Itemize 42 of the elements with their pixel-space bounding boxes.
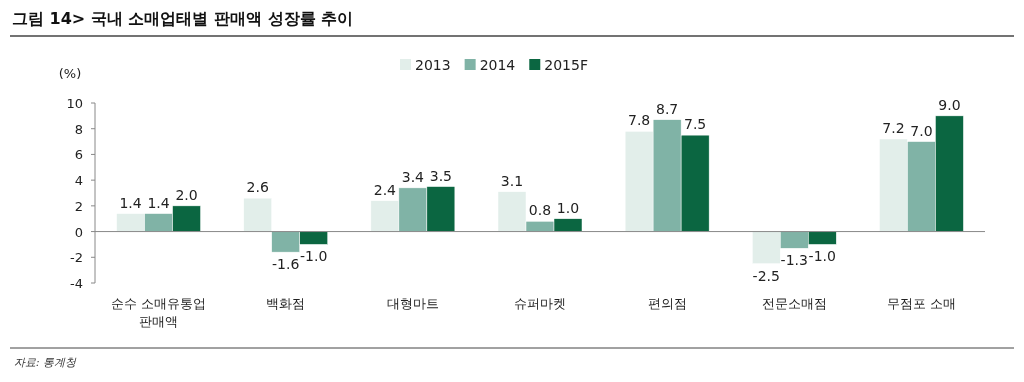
data-label: -1.3: [780, 252, 808, 269]
y-axis-title: (%): [58, 66, 82, 81]
text: 자료: 통계청: [14, 356, 78, 369]
data-label: 1.0: [556, 199, 580, 216]
y-tick-label: -2: [70, 250, 83, 266]
y-tick-label: 0: [74, 224, 83, 240]
y-tick-label: 6: [74, 147, 83, 163]
data-label: -1.0: [300, 248, 328, 265]
data-label: 1.4: [119, 194, 142, 211]
x-tick-label: 백화점: [266, 296, 306, 311]
data-label: 0.8: [528, 202, 552, 219]
data-label: 3.4: [401, 168, 425, 185]
data-label: 7.2: [882, 120, 905, 136]
y-tick-label: 2: [74, 198, 83, 214]
y-tick-label: 4: [74, 173, 83, 189]
data-label: 9.0: [938, 96, 961, 113]
data-label: 2.4: [373, 181, 397, 198]
legend-label: 2015F: [544, 57, 588, 73]
data-label: 3.5: [429, 167, 452, 184]
x-tick-label: 전문소매점: [761, 296, 827, 311]
data-label: 7.8: [628, 112, 651, 129]
x-tick-label: 편의점: [647, 296, 687, 311]
y-tick-label: 8: [74, 121, 83, 137]
data-label: 7.0: [910, 122, 933, 139]
x-tick-label: 순수 소매유통업 판매액: [111, 296, 207, 329]
x-tick-label: 슈퍼마켓: [514, 296, 566, 311]
chart-title: 그림 14> 국내 소매업태별 판매액 성장률 추이: [12, 9, 354, 28]
data-label: 8.7: [656, 100, 679, 117]
data-label: 3.1: [500, 172, 524, 189]
data-label: -1.6: [272, 256, 300, 273]
y-tick-label: -4: [70, 276, 83, 291]
data-label: 2.0: [175, 186, 198, 203]
y-tick-label: 10: [66, 96, 83, 111]
legend-label: 2014: [479, 57, 516, 73]
data-label: -1.0: [808, 248, 836, 265]
data-label: 7.5: [684, 116, 707, 133]
legend-label: 2013: [415, 57, 451, 73]
data-label: -2.5: [752, 267, 780, 284]
data-label: 2.6: [246, 179, 269, 196]
x-tick-label: 대형마트: [386, 296, 439, 311]
data-label: 1.4: [147, 194, 170, 211]
x-tick-label: 무점포 소매: [886, 296, 956, 311]
